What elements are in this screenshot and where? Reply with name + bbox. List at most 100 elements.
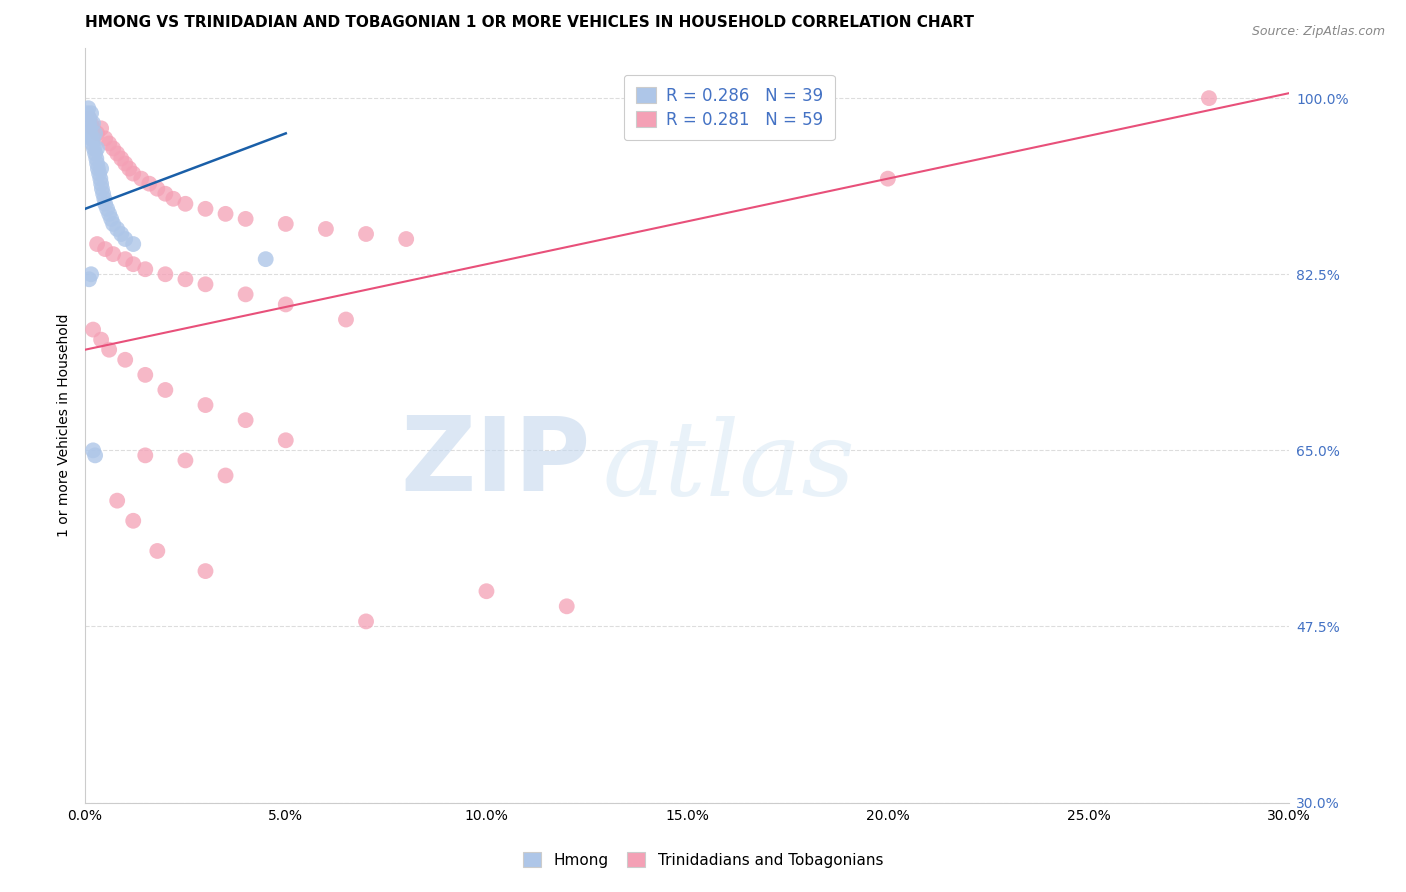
Point	[134, 449, 156, 463]
Point	[155, 186, 177, 201]
Point	[105, 146, 128, 161]
Point	[91, 186, 114, 201]
Point	[134, 368, 156, 382]
Point	[174, 453, 197, 467]
Point	[174, 272, 197, 286]
Point	[90, 121, 112, 136]
Point	[118, 161, 141, 176]
Point	[76, 106, 98, 120]
Point	[235, 287, 257, 301]
Point	[114, 156, 136, 170]
Point	[110, 152, 132, 166]
Point	[77, 116, 100, 130]
Text: HMONG VS TRINIDADIAN AND TOBAGONIAN 1 OR MORE VEHICLES IN HOUSEHOLD CORRELATION : HMONG VS TRINIDADIAN AND TOBAGONIAN 1 OR…	[86, 15, 974, 30]
Point	[134, 262, 156, 277]
Point	[214, 468, 236, 483]
Point	[77, 112, 100, 126]
Point	[79, 121, 101, 136]
Point	[110, 227, 132, 241]
Point	[83, 141, 105, 155]
Point	[194, 277, 217, 292]
Point	[122, 257, 145, 271]
Point	[214, 207, 236, 221]
Point	[82, 116, 104, 130]
Point	[86, 141, 108, 155]
Point	[77, 101, 100, 115]
Point	[122, 514, 145, 528]
Point	[235, 413, 257, 427]
Point	[315, 222, 337, 236]
Point	[87, 161, 110, 176]
Text: Source: ZipAtlas.com: Source: ZipAtlas.com	[1251, 25, 1385, 38]
Point	[82, 131, 104, 145]
Point	[94, 242, 117, 256]
Point	[138, 177, 160, 191]
Point	[194, 564, 217, 578]
Point	[80, 131, 103, 145]
Point	[155, 267, 177, 281]
Point	[101, 247, 124, 261]
Point	[82, 121, 104, 136]
Point	[395, 232, 418, 246]
Point	[96, 202, 118, 216]
Point	[274, 434, 297, 448]
Text: atlas: atlas	[603, 416, 856, 517]
Point	[84, 127, 107, 141]
Point	[274, 217, 297, 231]
Point	[174, 196, 197, 211]
Point	[1198, 91, 1220, 105]
Point	[274, 297, 297, 311]
Point	[354, 615, 377, 629]
Point	[89, 171, 111, 186]
Point	[122, 167, 145, 181]
Point	[94, 131, 117, 145]
Point	[254, 252, 277, 267]
Point	[146, 182, 169, 196]
Point	[90, 182, 112, 196]
Point	[101, 141, 124, 155]
Point	[86, 237, 108, 252]
Point	[194, 202, 217, 216]
Point	[235, 211, 257, 226]
Point	[87, 167, 110, 181]
Point	[876, 171, 898, 186]
Point	[162, 192, 184, 206]
Point	[105, 222, 128, 236]
Point	[94, 196, 117, 211]
Point	[80, 116, 103, 130]
Legend: Hmong, Trinidadians and Tobagonians: Hmong, Trinidadians and Tobagonians	[516, 845, 890, 875]
Point	[82, 443, 104, 458]
Point	[114, 252, 136, 267]
Point	[114, 232, 136, 246]
Point	[82, 322, 104, 336]
Point	[101, 217, 124, 231]
Point	[155, 383, 177, 397]
Point	[84, 146, 107, 161]
Y-axis label: 1 or more Vehicles in Household: 1 or more Vehicles in Household	[58, 313, 72, 537]
Point	[105, 493, 128, 508]
Point	[90, 177, 112, 191]
Point	[194, 398, 217, 412]
Point	[98, 207, 121, 221]
Point	[82, 136, 104, 151]
Text: ZIP: ZIP	[401, 412, 591, 514]
Point	[80, 106, 103, 120]
Point	[77, 272, 100, 286]
Point	[335, 312, 357, 326]
Point	[354, 227, 377, 241]
Point	[90, 161, 112, 176]
Point	[77, 112, 100, 126]
Point	[475, 584, 498, 599]
Point	[86, 156, 108, 170]
Point	[114, 352, 136, 367]
Point	[84, 152, 107, 166]
Point	[555, 599, 578, 614]
Point	[122, 237, 145, 252]
Point	[80, 267, 103, 281]
Point	[98, 343, 121, 357]
Point	[84, 449, 107, 463]
Point	[100, 211, 122, 226]
Point	[90, 333, 112, 347]
Point	[146, 544, 169, 558]
Point	[86, 127, 108, 141]
